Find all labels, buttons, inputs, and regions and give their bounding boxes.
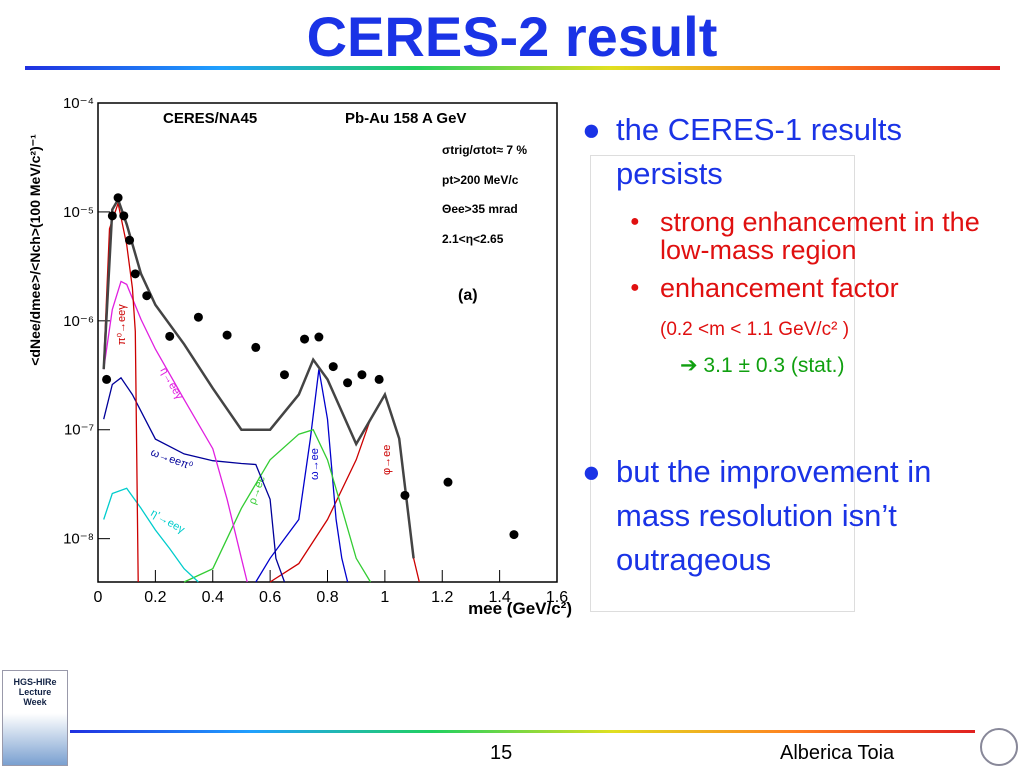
x-tick-label: 0.4: [202, 589, 224, 606]
curve: [103, 487, 199, 583]
curve: [255, 369, 349, 583]
sub-bullet: enhancement factor: [660, 273, 899, 303]
logo: HGS-HIRe Lecture Week: [2, 670, 68, 766]
data-point: [509, 530, 519, 540]
x-tick-label: 1: [380, 589, 389, 606]
curve: [103, 376, 286, 583]
annotation: Pb-Au 158 A GeV: [345, 110, 466, 127]
text-frame: [590, 155, 855, 612]
sub-bullets: ● strong enhancement in the low-mass regi…: [630, 208, 990, 380]
data-point: [357, 370, 367, 380]
chart: 10⁻⁸ 10⁻⁷ 10⁻⁶ 10⁻⁵ 10⁻⁴ 0 0.2 0.4 0.6 0.8 1 1.2 1.4…: [27, 95, 572, 618]
y-tick-label: 10⁻⁵: [63, 204, 94, 221]
y-tick-label: 10⁻⁸: [63, 531, 94, 548]
plot-frame: [97, 102, 558, 583]
data-point: [102, 374, 112, 384]
result: ➔ 3.1 ± 0.3 (stat.): [680, 354, 845, 377]
y-tick-label: 10⁻⁶: [63, 313, 94, 330]
data-point: [130, 269, 140, 279]
data-point: [300, 334, 310, 344]
annotation: (a): [458, 287, 478, 304]
range: (0.2 <m < 1.1 GeV/c² ): [660, 319, 850, 340]
data-point: [374, 374, 384, 384]
data-point: [113, 193, 123, 203]
x-tick-label: 1.6: [546, 589, 568, 606]
curve: [183, 428, 372, 583]
data-point: [142, 291, 152, 301]
logo-text: HGS-HIRe Lecture Week: [13, 677, 57, 707]
curve-label: π⁰→eeγ: [116, 304, 128, 345]
footer-rule: [70, 730, 975, 733]
y-tick-label: 10⁻⁷: [64, 422, 94, 439]
x-tick-label: 0: [94, 589, 103, 606]
page-number: 15: [490, 742, 513, 764]
annotation: pt>200 MeV/c: [442, 173, 519, 187]
title-rule: [25, 66, 1000, 70]
curve: [103, 200, 139, 583]
data-point: [165, 331, 175, 341]
data-point: [107, 211, 117, 221]
x-tick-label: 1.4: [489, 589, 511, 606]
data-point: [193, 312, 203, 322]
data-point: [343, 378, 353, 388]
data-point: [400, 490, 410, 500]
annotation: σtrig/σtot≈ 7 %: [442, 143, 527, 157]
bullet-text: but the improvement in mass resolution i…: [616, 454, 932, 577]
x-tick-label: 0.6: [259, 589, 281, 606]
annotation: 2.1<η<2.65: [442, 232, 504, 246]
author: Alberica Toia: [780, 742, 895, 764]
annotation: Θee>35 mrad: [442, 202, 518, 216]
curve: [103, 280, 248, 583]
annotation: CERES/NA45: [163, 110, 257, 127]
bullet-text: the CERES-1 results persists: [616, 112, 902, 191]
data-point: [314, 332, 324, 342]
curve-label: φ→ee: [381, 445, 393, 475]
x-tick-label: 1.2: [431, 589, 453, 606]
curve-label: ω→ee: [309, 448, 321, 480]
data-point: [443, 477, 453, 487]
bullet: ● but the improvement in mass resolution …: [582, 450, 1002, 582]
cern-logo: [980, 728, 1018, 766]
data-point: [251, 342, 261, 352]
y-tick-label: 10⁻⁴: [63, 95, 94, 112]
data-point: [125, 235, 135, 245]
data-point: [119, 211, 129, 221]
y-axis-label: <dNee/dmee>/<Nch>(100 MeV/c²)⁻¹: [27, 134, 43, 366]
data-point: [222, 330, 232, 340]
sub-bullet: strong enhancement in the low-mass regio…: [660, 207, 980, 265]
x-tick-label: 0.8: [316, 589, 338, 606]
x-axis-label: mee (GeV/c²): [468, 599, 572, 618]
bullet: ● the CERES-1 results persists: [582, 108, 1002, 196]
x-tick-label: 0.2: [144, 589, 166, 606]
data-point: [328, 362, 338, 372]
title: CERES-2 result: [306, 5, 718, 68]
data-point: [279, 370, 289, 380]
